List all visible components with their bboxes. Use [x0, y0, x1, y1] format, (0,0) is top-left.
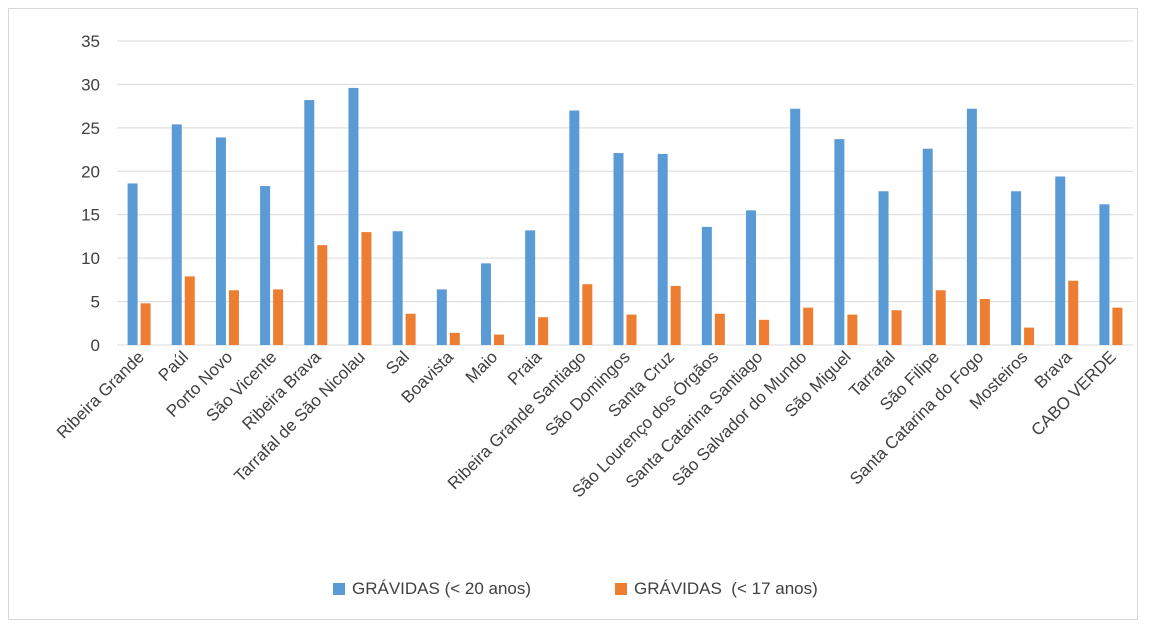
y-tick-label: 10: [81, 249, 100, 268]
bar-under-20: [480, 263, 491, 345]
bar-under-20: [1099, 204, 1110, 345]
bar-under-17: [670, 285, 681, 345]
bar-under-17: [582, 284, 593, 345]
bar-under-20: [878, 191, 889, 345]
bar-under-20: [657, 153, 668, 345]
bar-under-20: [260, 186, 271, 345]
x-category-label: Praia: [504, 347, 546, 389]
bar-under-20: [525, 230, 536, 345]
bar-under-17: [847, 314, 858, 345]
bar-under-17: [891, 310, 902, 345]
bar-under-20: [746, 210, 757, 345]
bar-under-17: [979, 298, 990, 345]
bar-under-17: [228, 290, 239, 345]
bar-under-17: [538, 317, 549, 345]
bar-under-17: [1112, 307, 1123, 345]
bar-under-20: [569, 110, 580, 345]
bar-under-20: [1055, 176, 1066, 345]
bar-under-17: [626, 314, 637, 345]
bar-under-17: [140, 303, 151, 345]
legend: GRÁVIDAS (< 20 anos) GRÁVIDAS (< 17 anos): [333, 579, 818, 598]
bar-under-20: [966, 108, 977, 346]
bar-under-17: [803, 307, 814, 345]
bar-under-17: [1024, 327, 1035, 345]
bar-under-20: [922, 148, 933, 345]
gridlines: [117, 40, 1133, 346]
y-tick-label: 15: [81, 206, 100, 225]
y-axis: 0 5 10 15 20 25 30 35: [81, 32, 100, 355]
x-category-label: Sal: [382, 347, 413, 378]
y-tick-label: 30: [81, 75, 100, 94]
bar-under-20: [127, 183, 138, 345]
legend-swatch: [333, 583, 345, 595]
x-category-label: Paúl: [155, 347, 192, 384]
bar-under-17: [1068, 280, 1079, 345]
bar-under-17: [184, 276, 195, 345]
y-tick-label: 25: [81, 119, 100, 138]
bar-under-20: [436, 289, 447, 345]
bar-under-20: [701, 226, 712, 345]
x-category-label: Ribeira Grande: [53, 347, 148, 442]
bar-under-20: [790, 108, 801, 346]
bar-under-20: [171, 124, 182, 345]
bars: [127, 87, 1123, 346]
y-tick-label: 20: [81, 162, 100, 181]
legend-label: GRÁVIDAS (< 17 anos): [634, 579, 818, 598]
x-category-label: Maio: [462, 347, 501, 386]
bar-under-20: [348, 87, 359, 345]
bar-under-20: [613, 153, 624, 345]
bar-under-17: [759, 319, 770, 345]
bar-under-17: [935, 290, 946, 345]
bar-under-20: [834, 139, 845, 345]
y-tick-label: 0: [91, 336, 100, 355]
legend-swatch: [615, 583, 627, 595]
bar-under-20: [304, 100, 315, 345]
bar-under-17: [493, 334, 504, 345]
bar-under-17: [273, 289, 284, 345]
bar-under-17: [714, 313, 725, 345]
bar-under-17: [361, 232, 372, 345]
bar-under-20: [1011, 191, 1022, 345]
bar-under-17: [405, 313, 416, 345]
bar-under-17: [317, 245, 328, 345]
bar-under-20: [392, 231, 403, 345]
bar-under-17: [449, 332, 460, 345]
legend-label: GRÁVIDAS (< 20 anos): [352, 579, 531, 598]
bar-under-20: [215, 137, 226, 345]
y-tick-label: 5: [91, 293, 100, 312]
y-tick-label: 35: [81, 32, 100, 51]
